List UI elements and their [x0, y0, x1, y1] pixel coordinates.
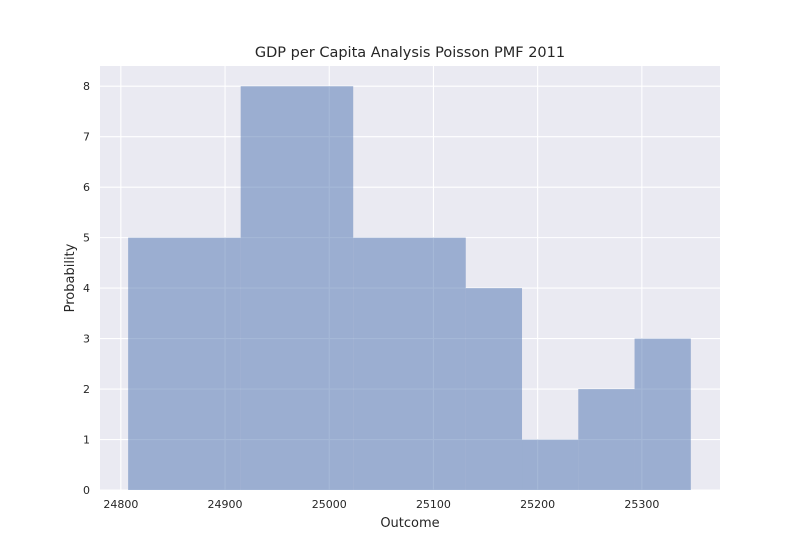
y-tick-label: 0 — [83, 484, 90, 497]
x-tick-label: 24900 — [208, 498, 243, 511]
y-tick-label: 8 — [83, 80, 90, 93]
y-axis-label: Probability — [63, 243, 78, 312]
x-tick-label: 25000 — [312, 498, 347, 511]
y-tick-label: 3 — [83, 333, 90, 346]
x-tick-label: 24800 — [103, 498, 138, 511]
histogram-bar — [634, 338, 691, 490]
x-axis-label: Outcome — [380, 516, 439, 531]
y-tick-label: 1 — [83, 434, 90, 447]
y-tick-label: 2 — [83, 383, 90, 396]
histogram-bar — [522, 439, 579, 490]
histogram-bars — [128, 86, 691, 490]
histogram-bar — [465, 288, 523, 490]
x-axis-ticks: 24800 24900 25000 25100 25200 25300 — [103, 498, 659, 511]
x-tick-label: 25100 — [416, 498, 451, 511]
y-tick-label: 5 — [83, 232, 90, 245]
histogram-bar — [578, 389, 635, 490]
x-tick-label: 25200 — [520, 498, 555, 511]
histogram-bar — [240, 86, 354, 490]
x-tick-label: 25300 — [624, 498, 659, 511]
histogram-bar — [353, 237, 466, 490]
chart-title: GDP per Capita Analysis Poisson PMF 2011 — [255, 45, 565, 61]
y-axis-ticks: 0 1 2 3 4 5 6 7 8 — [83, 80, 90, 497]
y-tick-label: 4 — [83, 282, 90, 295]
y-tick-label: 7 — [83, 131, 90, 144]
histogram-bar — [128, 237, 241, 490]
y-tick-label: 6 — [83, 181, 90, 194]
